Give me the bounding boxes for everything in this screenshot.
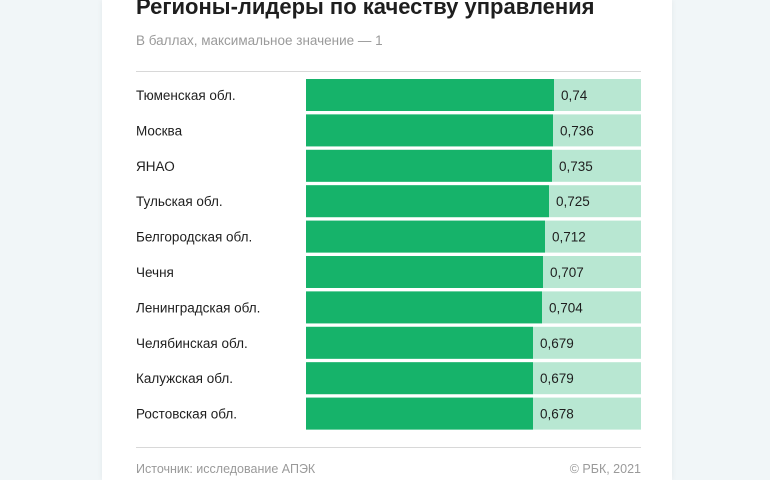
- top-divider: [136, 71, 641, 72]
- category-label: Ленинградская обл.: [136, 300, 260, 315]
- bar: [306, 291, 542, 324]
- category-label: Челябинская обл.: [136, 336, 248, 351]
- chart-subtitle: В баллах, максимальное значение — 1: [136, 33, 383, 48]
- category-label: Ростовская обл.: [136, 407, 237, 422]
- bar: [306, 114, 553, 147]
- value-label: 0,735: [559, 159, 593, 174]
- value-label: 0,712: [552, 230, 586, 245]
- category-label: Москва: [136, 123, 183, 138]
- category-label: Тульская обл.: [136, 194, 223, 209]
- bar: [306, 79, 554, 111]
- chart-title: Регионы-лидеры по качеству управления: [136, 0, 595, 19]
- value-label: 0,678: [540, 407, 574, 422]
- bottom-divider: [136, 447, 641, 448]
- category-label: Калужская обл.: [136, 371, 233, 386]
- value-label: 0,74: [561, 88, 588, 103]
- source-note: Источник: исследование АПЭК: [136, 462, 316, 476]
- value-label: 0,736: [560, 123, 594, 138]
- bar: [306, 397, 533, 430]
- bar: [306, 256, 543, 288]
- copyright-credit: © РБК, 2021: [569, 462, 641, 476]
- category-label: Чечня: [136, 265, 174, 280]
- bar: [306, 185, 549, 218]
- bar: [306, 326, 533, 359]
- bar: [306, 220, 545, 253]
- category-label: ЯНАО: [136, 159, 175, 174]
- value-label: 0,679: [540, 371, 574, 386]
- value-label: 0,704: [549, 300, 583, 315]
- value-label: 0,725: [556, 194, 590, 209]
- category-label: Тюменская обл.: [136, 88, 236, 103]
- chart-card: Регионы-лидеры по качеству управления В …: [102, 0, 672, 480]
- bar: [306, 362, 533, 395]
- value-label: 0,707: [550, 265, 584, 280]
- bar-chart: Тюменская обл. 0,74 Москва 0,736 ЯНАО 0,735 Ту…: [136, 79, 641, 430]
- category-label: Белгородская обл.: [136, 230, 252, 245]
- value-label: 0,679: [540, 336, 574, 351]
- bar: [306, 149, 552, 182]
